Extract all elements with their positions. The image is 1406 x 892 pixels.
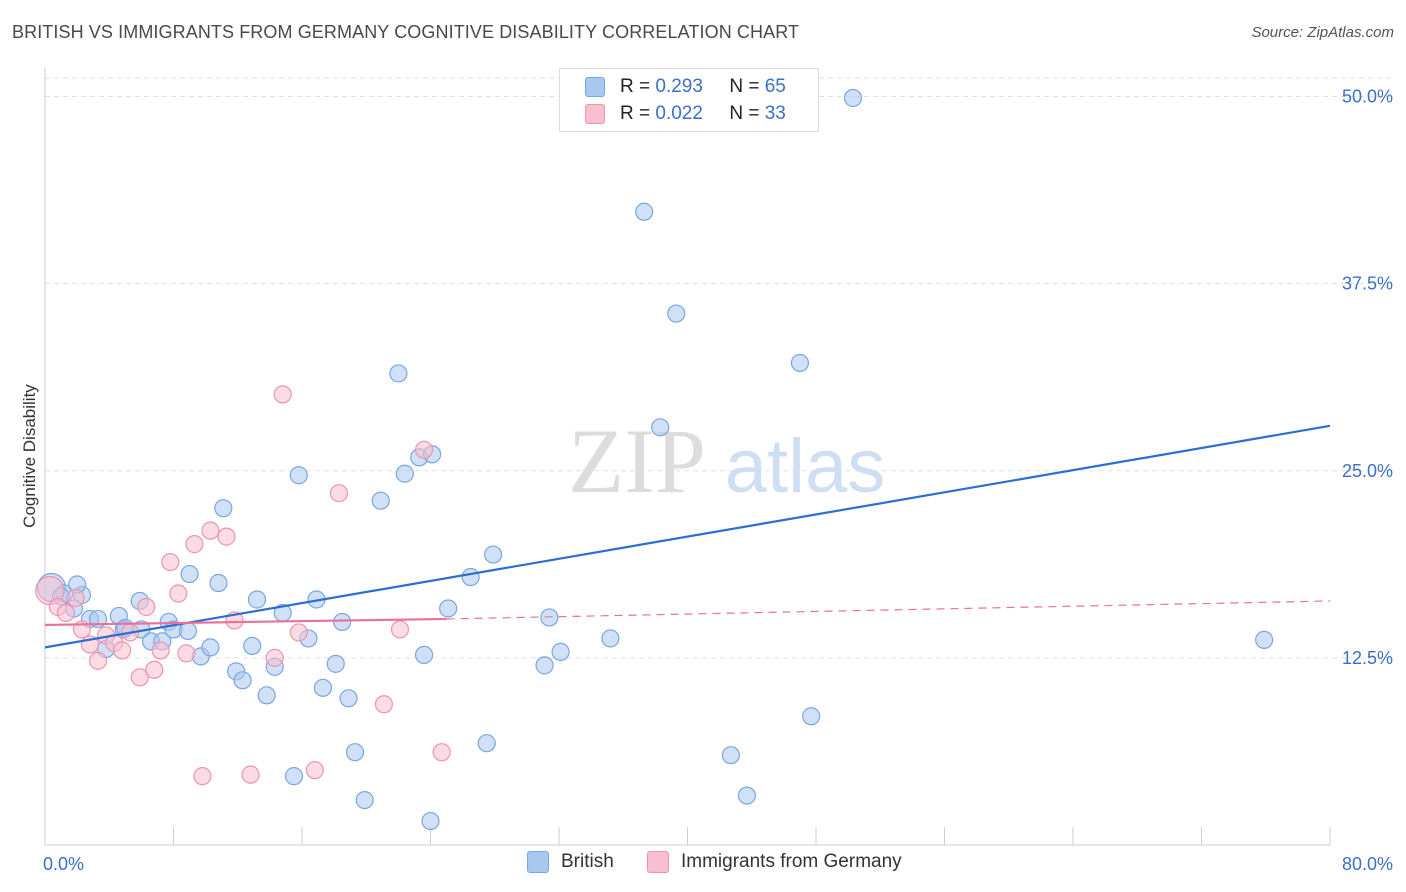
british-point-28 [284, 767, 304, 786]
british-point-18 [201, 638, 220, 657]
british-trend-line [44, 424, 1331, 649]
british-point-16 [180, 564, 199, 584]
germany-point-32 [432, 743, 451, 762]
germany-point-12 [137, 597, 156, 617]
germany-point-3 [66, 588, 85, 608]
germany-point-26 [289, 623, 308, 642]
source-credit: Source: ZipAtlas.com [1251, 24, 1394, 41]
germany-swatch [585, 104, 605, 124]
germany-point-13 [145, 660, 164, 679]
legend-germany-label: Immigrants from Germany [681, 851, 902, 872]
british-point-37 [355, 790, 374, 810]
legend-british-swatch [527, 851, 549, 873]
germany-trend-line [44, 617, 447, 627]
british-point-20 [214, 499, 233, 518]
x-tick-label-1: 80.0% [1342, 854, 1393, 874]
germany-point-27 [305, 761, 324, 780]
british-point-43 [414, 645, 434, 664]
british-point-61 [1255, 630, 1274, 650]
british-point-46 [461, 567, 480, 587]
germany-n-value: 33 [764, 103, 786, 124]
british-point-53 [635, 202, 654, 221]
british-point-19 [209, 573, 228, 593]
germany-point-24 [265, 648, 284, 667]
y-axis-label: Cognitive Disability [20, 384, 39, 528]
british-point-44 [421, 811, 440, 831]
germany-point-9 [112, 641, 132, 660]
germany-point-18 [185, 535, 204, 554]
stats-row-british: R = 0.293 N = 65 [585, 75, 786, 99]
british-point-40 [395, 464, 414, 483]
british-point-23 [243, 636, 262, 655]
watermark-zip: ZIP [568, 410, 706, 512]
british-point-34 [333, 612, 352, 632]
germany-point-29 [374, 695, 394, 714]
legend-item-british[interactable]: British [527, 851, 614, 873]
british-point-52 [601, 629, 620, 648]
germany-n-label: N = [729, 103, 765, 124]
germany-r-value: 0.022 [655, 103, 703, 124]
germany-trend-extension [446, 600, 1331, 620]
germany-point-23 [241, 765, 260, 784]
british-n-value: 65 [764, 76, 786, 97]
y-tick-label-3: 50.0% [1342, 87, 1393, 107]
germany-point-14 [151, 641, 170, 660]
x-tick-label-0: 0.0% [43, 854, 84, 874]
legend-germany-swatch [647, 851, 669, 873]
british-point-22 [233, 671, 252, 690]
germany-point-17 [177, 644, 196, 663]
british-point-39 [389, 364, 408, 383]
british-point-58 [790, 353, 810, 373]
series-legend: British Immigrants from Germany [0, 851, 1406, 877]
british-n-label: N = [729, 76, 765, 97]
germany-point-20 [201, 521, 220, 540]
chart-title: BRITISH VS IMMIGRANTS FROM GERMANY COGNI… [12, 22, 800, 42]
stats-row-germany: R = 0.022 N = 33 [585, 102, 786, 126]
british-point-56 [721, 746, 740, 765]
germany-point-6 [88, 651, 108, 670]
british-point-48 [484, 545, 503, 564]
germany-point-25 [273, 385, 292, 404]
british-point-36 [345, 743, 365, 762]
y-tick-label-2: 37.5% [1342, 274, 1393, 294]
germany-point-19 [193, 767, 212, 786]
british-point-54 [651, 418, 670, 437]
germany-point-2 [56, 603, 75, 623]
germany-point-16 [169, 584, 188, 603]
british-point-32 [313, 678, 332, 697]
germany-point-31 [414, 440, 434, 459]
british-point-38 [371, 491, 390, 510]
british-point-35 [339, 689, 358, 708]
british-point-57 [737, 786, 757, 805]
british-point-29 [289, 466, 308, 485]
legend-british-label: British [561, 851, 614, 872]
british-point-59 [802, 707, 821, 726]
british-point-49 [535, 656, 554, 675]
british-point-25 [257, 686, 276, 705]
germany-point-30 [390, 620, 410, 639]
british-swatch [585, 77, 605, 97]
british-point-55 [667, 304, 686, 323]
british-point-45 [439, 599, 458, 618]
british-point-24 [247, 590, 267, 609]
british-point-60 [843, 88, 863, 108]
watermark-atlas: atlas [725, 424, 886, 509]
germany-point-11 [130, 668, 149, 687]
y-tick-label-1: 25.0% [1342, 461, 1393, 481]
legend-item-germany[interactable]: Immigrants from Germany [647, 851, 902, 873]
germany-point-21 [217, 527, 236, 546]
germany-point-15 [161, 552, 180, 572]
british-r-label: R = [620, 76, 656, 97]
british-point-33 [326, 654, 345, 673]
british-point-15 [178, 621, 198, 641]
british-point-47 [477, 734, 496, 753]
y-tick-label-0: 12.5% [1342, 648, 1393, 668]
british-r-value: 0.293 [655, 76, 703, 97]
germany-r-label: R = [620, 103, 656, 124]
british-point-51 [551, 642, 570, 661]
stats-legend: R = 0.293 N = 65 R = 0.022 N = 33 [559, 68, 819, 132]
germany-point-28 [329, 484, 349, 503]
